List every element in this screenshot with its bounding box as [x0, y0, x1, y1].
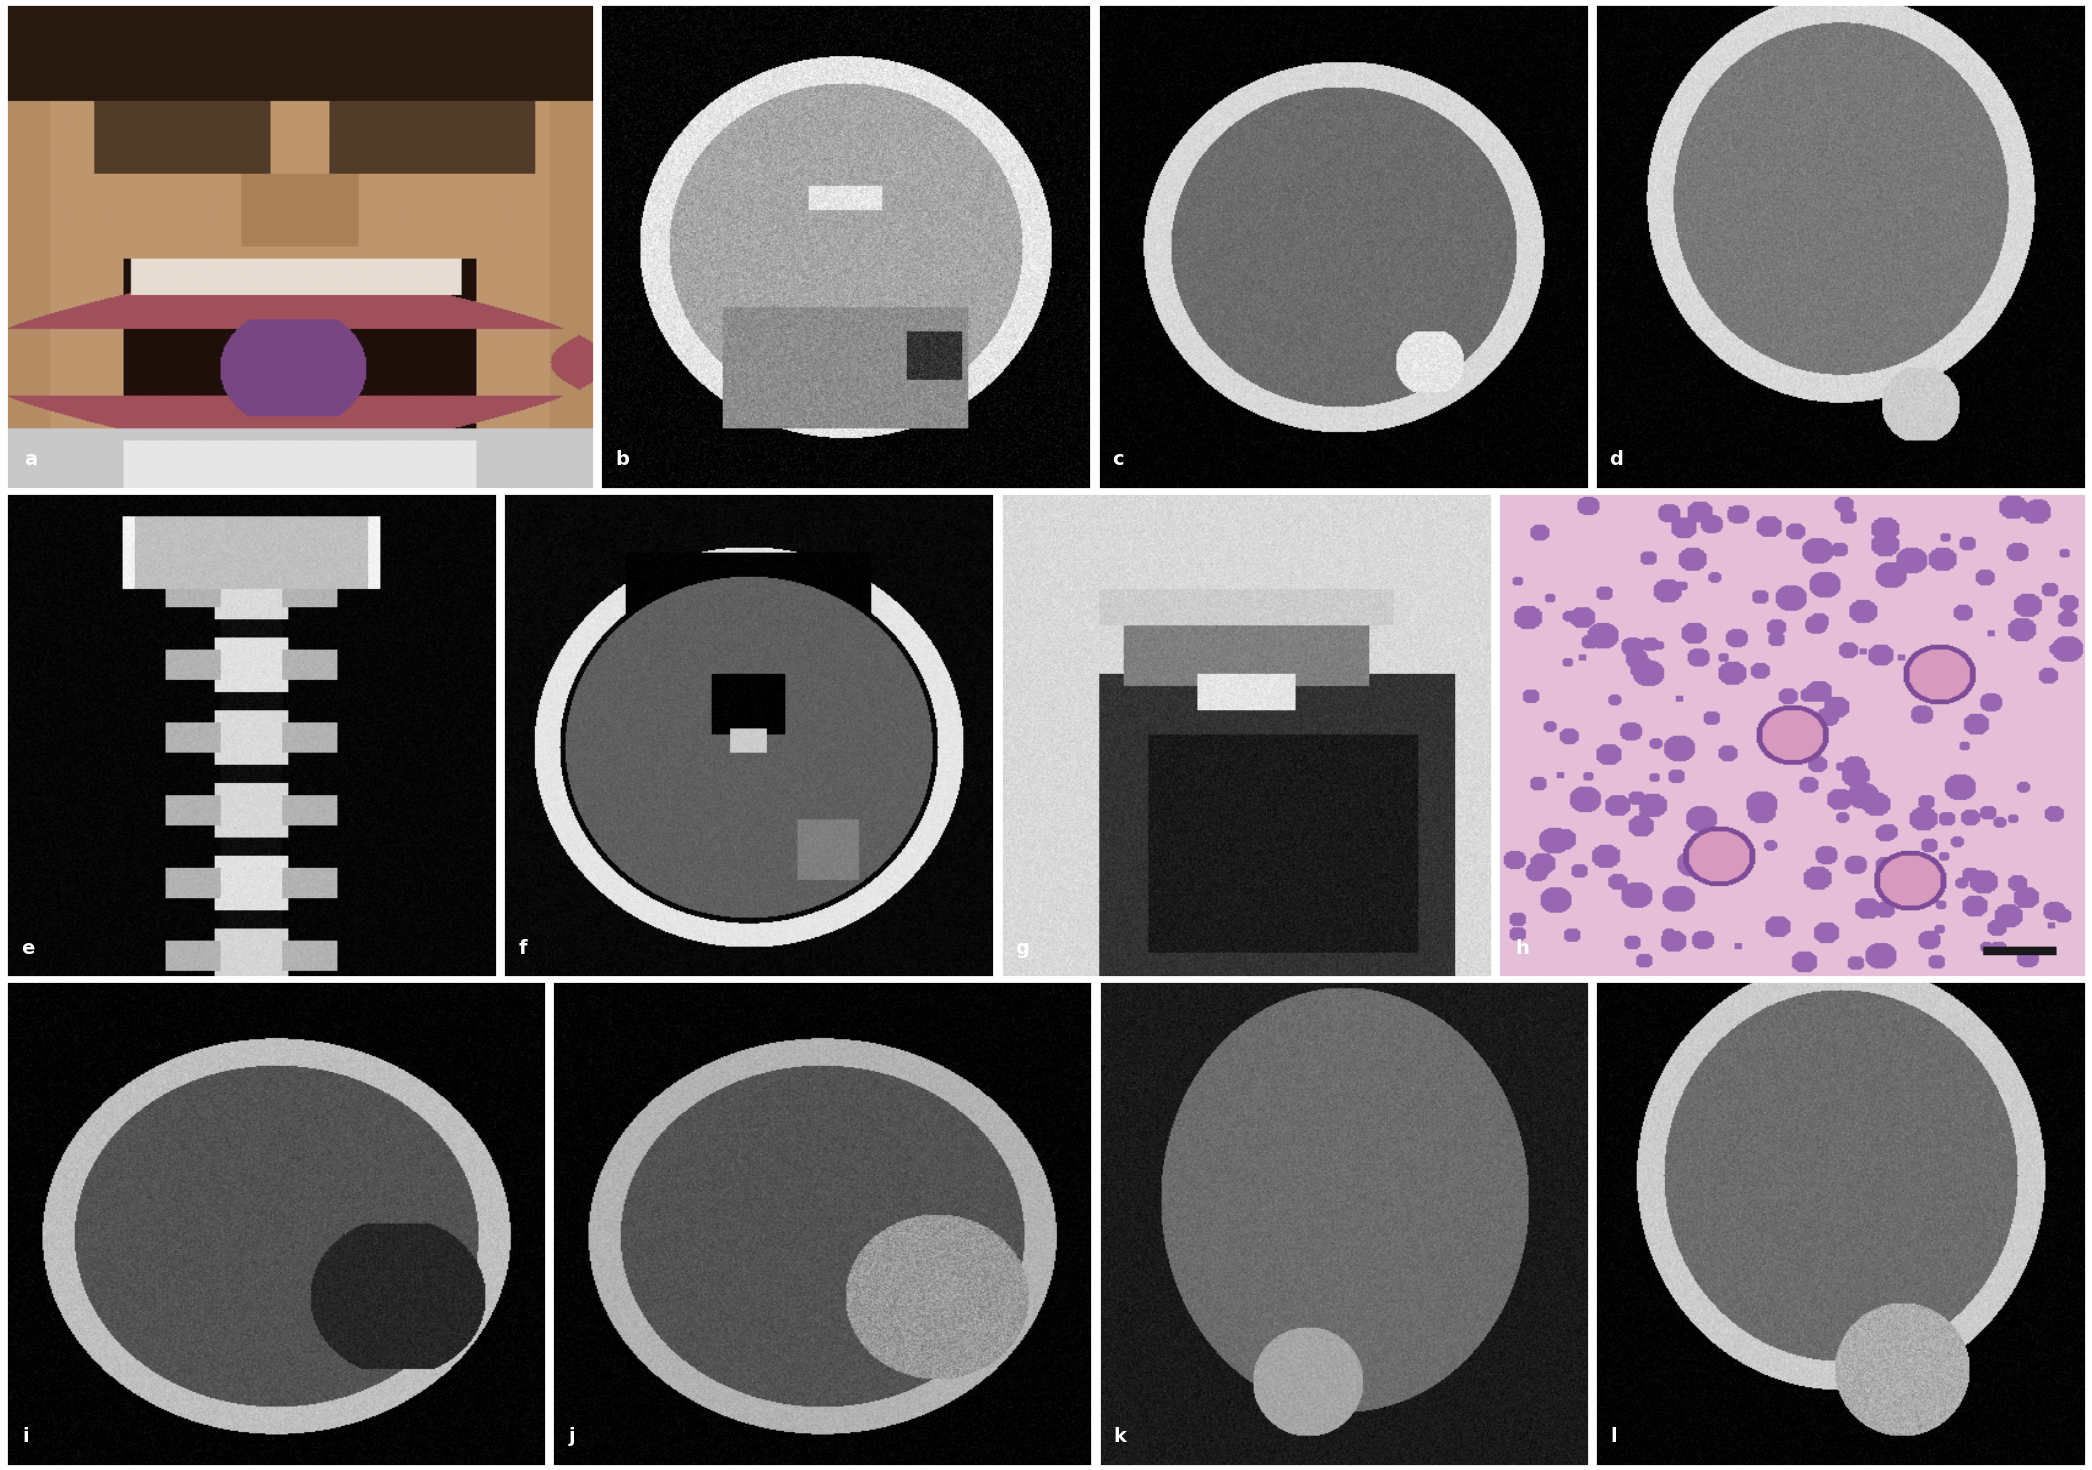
Text: h: h	[1515, 939, 1529, 957]
Text: b: b	[615, 450, 630, 469]
Text: c: c	[1113, 450, 1123, 469]
Text: l: l	[1611, 1427, 1617, 1446]
Text: d: d	[1609, 450, 1623, 469]
Text: e: e	[21, 939, 33, 957]
Text: j: j	[569, 1427, 575, 1446]
Text: k: k	[1113, 1427, 1125, 1446]
Text: g: g	[1015, 939, 1029, 957]
Text: a: a	[23, 450, 38, 469]
Text: f: f	[519, 939, 527, 957]
Text: i: i	[23, 1427, 29, 1446]
